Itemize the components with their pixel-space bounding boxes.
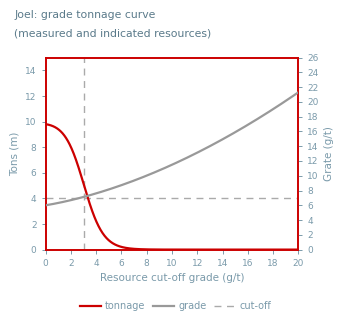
Text: (measured and indicated resources): (measured and indicated resources): [14, 29, 211, 39]
X-axis label: Resource cut-off grade (g/t): Resource cut-off grade (g/t): [100, 273, 244, 283]
Legend: tonnage, grade, cut-off: tonnage, grade, cut-off: [76, 297, 275, 315]
Text: Joel: grade tonnage curve: Joel: grade tonnage curve: [14, 10, 155, 20]
Y-axis label: Grate (g/t): Grate (g/t): [324, 126, 335, 181]
Y-axis label: Tons (m): Tons (m): [9, 132, 20, 176]
